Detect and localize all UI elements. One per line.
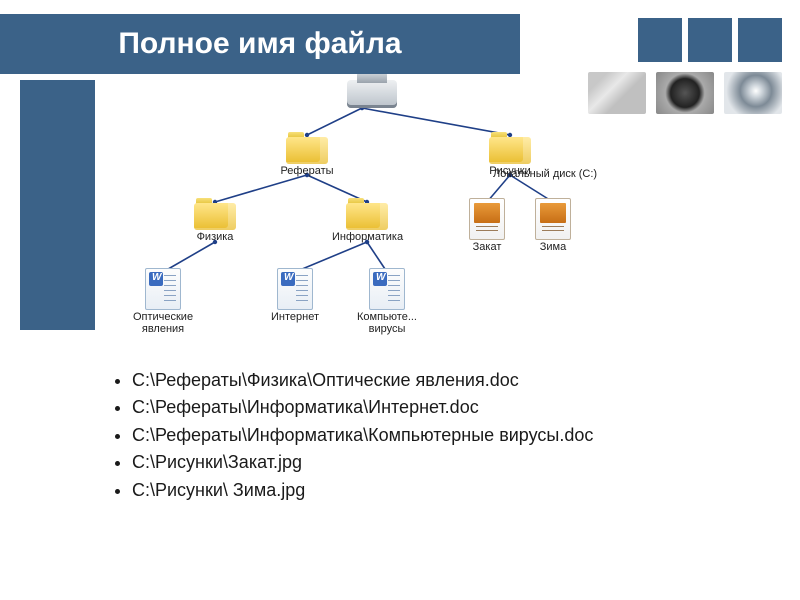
node-fizika: Физика [180, 198, 250, 244]
node-opticheskie: Оптические явления [128, 268, 198, 335]
node-zakat: Закат [452, 198, 522, 254]
disk-icon [347, 80, 397, 108]
node-label: Информатика [332, 232, 402, 244]
doc-file-icon [369, 268, 405, 310]
node-risunki: Рисунки [475, 132, 545, 178]
node-label: Рисунки [475, 166, 545, 178]
path-list: C:\Рефераты\Физика\Оптические явления.do… [110, 365, 710, 506]
title-bar: Полное имя файла [0, 14, 520, 74]
node-label: Закат [452, 242, 522, 254]
doc-file-icon [145, 268, 181, 310]
folder-icon [194, 198, 236, 230]
node-root [337, 80, 407, 108]
node-informatika: Информатика [332, 198, 402, 244]
thumb-webcam [724, 72, 782, 114]
node-label: Интернет [260, 312, 330, 324]
node-label: Зима [518, 242, 588, 254]
list-item: C:\Рефераты\Физика\Оптические явления.do… [132, 369, 710, 392]
node-internet: Интернет [260, 268, 330, 324]
list-item: C:\Рисунки\Закат.jpg [132, 451, 710, 474]
accent-squares [638, 18, 782, 62]
file-tree-diagram: Локальный диск (C:) Рефераты Рисунки Физ… [100, 80, 700, 330]
list-item: C:\Рефераты\Информатика\Компьютерные вир… [132, 424, 710, 447]
folder-icon [286, 132, 328, 164]
slide: Полное имя файла Локальный диск (C:) Реф… [0, 0, 800, 600]
page-title: Полное имя файла [118, 27, 401, 61]
node-referaty: Рефераты [272, 132, 342, 178]
list-item: C:\Рисунки\ Зима.jpg [132, 479, 710, 502]
folder-icon [489, 132, 531, 164]
node-kompvirus: Компьюте... вирусы [352, 268, 422, 335]
doc-file-icon [277, 268, 313, 310]
node-label: Компьюте... вирусы [352, 312, 422, 335]
image-file-icon [535, 198, 571, 240]
folder-icon [346, 198, 388, 230]
side-accent-block [20, 80, 95, 330]
node-zima: Зима [518, 198, 588, 254]
list-item: C:\Рефераты\Информатика\Интернет.doc [132, 396, 710, 419]
image-file-icon [469, 198, 505, 240]
node-label: Оптические явления [128, 312, 198, 335]
node-label: Физика [180, 232, 250, 244]
node-label: Рефераты [272, 166, 342, 178]
